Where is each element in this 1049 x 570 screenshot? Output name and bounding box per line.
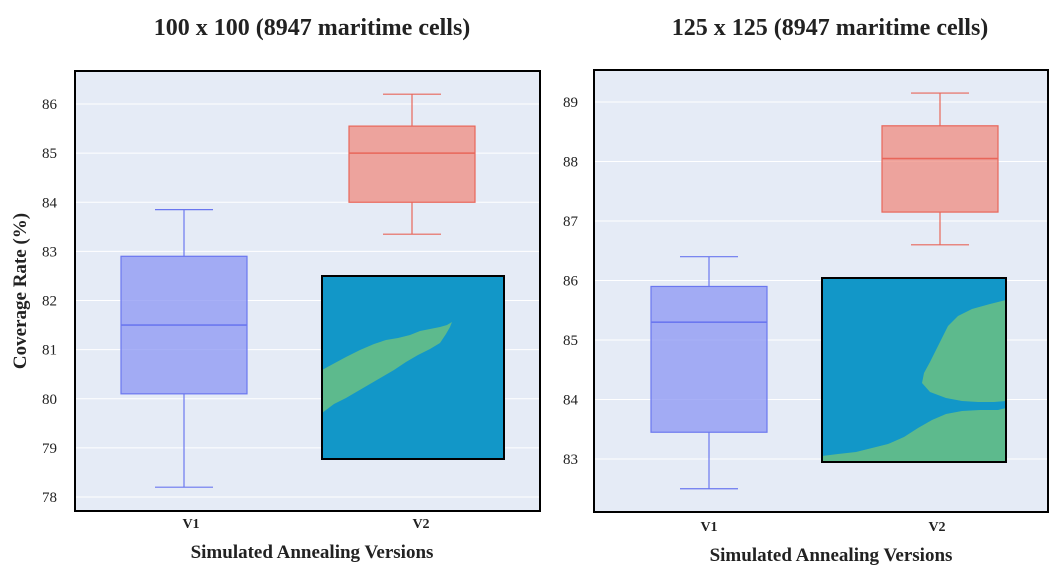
panel-1-ytick-86: 86 bbox=[42, 97, 58, 113]
panel-2-iqr-box-v1 bbox=[650, 285, 768, 433]
panel-1: 100 x 100 (8947 maritime cells) 78 79 80 81… bbox=[10, 15, 541, 563]
panel-2-iqr-box-v2 bbox=[881, 125, 999, 213]
panel-2-ytick-84: 84 bbox=[563, 393, 579, 409]
panel-1-xtick-v1: V1 bbox=[182, 517, 199, 532]
panel-2-x-axis-label: Simulated Annealing Versions bbox=[710, 545, 953, 566]
panel-2-ytick-83: 83 bbox=[563, 452, 578, 468]
panel-2-map-land-south bbox=[822, 408, 1006, 462]
panel-2-box-v2 bbox=[881, 92, 999, 246]
panel-1-box-v2 bbox=[348, 93, 476, 235]
panel-2-map-inset bbox=[821, 277, 1007, 463]
panel-2: 125 x 125 (8947 maritime cells) 83 84 85 86… bbox=[563, 15, 1049, 566]
panel-1-iqr-box-v2 bbox=[348, 125, 476, 203]
panel-1-ytick-78: 78 bbox=[42, 490, 57, 506]
panel-1-ytick-82: 82 bbox=[42, 294, 57, 310]
panel-2-boxes bbox=[650, 92, 999, 490]
panel-1-map-land bbox=[322, 322, 452, 413]
panel-2-xtick-v1: V1 bbox=[700, 520, 717, 535]
panel-1-boxes bbox=[120, 93, 476, 488]
panel-2-ytick-89: 89 bbox=[563, 95, 578, 111]
panel-2-box-v1 bbox=[650, 256, 768, 490]
panel-1-map-border bbox=[321, 275, 505, 460]
panel-1-ytick-79: 79 bbox=[42, 441, 57, 457]
panel-1-y-ticks: 78 79 80 81 82 83 84 85 86 bbox=[42, 97, 58, 506]
panel-1-ytick-81: 81 bbox=[42, 343, 57, 359]
panel-1-ytick-85: 85 bbox=[42, 146, 57, 162]
panel-1-y-axis-label: Coverage Rate (%) bbox=[10, 213, 31, 369]
panel-2-map-border bbox=[821, 277, 1007, 463]
panel-2-ytick-87: 87 bbox=[563, 214, 579, 230]
panel-2-ytick-88: 88 bbox=[563, 155, 578, 171]
panel-1-box-v1 bbox=[120, 209, 248, 488]
panel-1-title: 100 x 100 (8947 maritime cells) bbox=[154, 15, 471, 41]
panel-2-ytick-85: 85 bbox=[563, 333, 578, 349]
panel-2-xtick-v2: V2 bbox=[928, 520, 945, 535]
panel-1-ytick-80: 80 bbox=[42, 392, 57, 408]
panel-2-map-land-north bbox=[922, 300, 1006, 402]
panel-1-ytick-83: 83 bbox=[42, 244, 57, 260]
panel-2-ytick-86: 86 bbox=[563, 274, 579, 290]
panel-2-y-ticks: 83 84 85 86 87 88 89 bbox=[563, 95, 579, 468]
panel-1-xtick-v2: V2 bbox=[412, 517, 429, 532]
panel-1-ytick-84: 84 bbox=[42, 195, 58, 211]
panel-1-map-inset bbox=[321, 275, 505, 460]
panel-2-title: 125 x 125 (8947 maritime cells) bbox=[672, 15, 989, 41]
panel-1-x-axis-label: Simulated Annealing Versions bbox=[191, 542, 434, 563]
